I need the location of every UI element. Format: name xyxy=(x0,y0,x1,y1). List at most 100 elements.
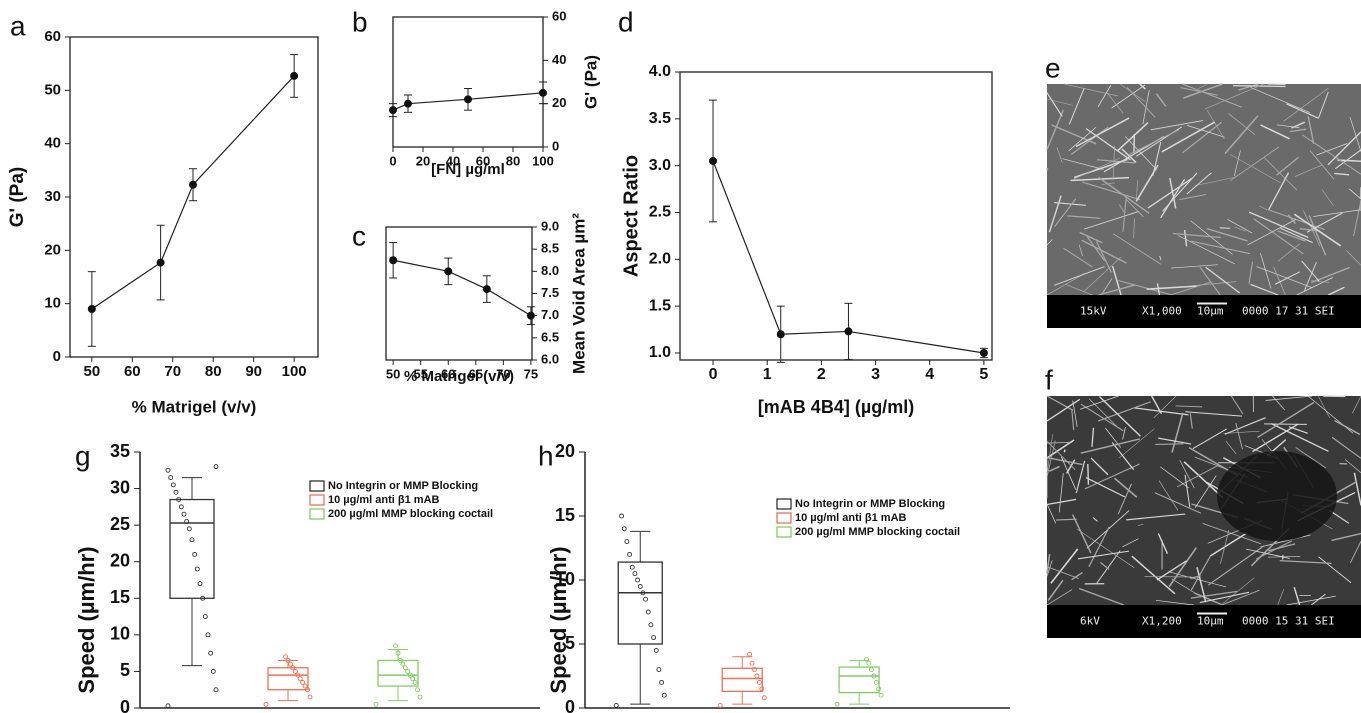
data-point xyxy=(208,650,214,656)
fiber xyxy=(1100,561,1110,571)
y-tick-label: 1.5 xyxy=(649,297,671,314)
data-point xyxy=(878,692,884,698)
legend-swatch xyxy=(309,508,325,520)
y-tick-label: 15 xyxy=(110,587,130,607)
fiber xyxy=(1125,198,1144,218)
fiber xyxy=(1078,244,1083,257)
data-point xyxy=(200,595,206,601)
fiber xyxy=(1088,398,1119,429)
y-tick-label: 3.0 xyxy=(649,157,671,174)
data-point xyxy=(176,497,182,502)
fiber xyxy=(1221,577,1255,605)
fiber xyxy=(1091,427,1095,447)
data-point xyxy=(624,539,630,545)
fiber xyxy=(1155,599,1194,606)
fiber xyxy=(1246,548,1290,559)
fiber xyxy=(1349,116,1361,152)
fiber xyxy=(1234,226,1246,232)
data-point xyxy=(189,537,195,543)
fiber xyxy=(1112,233,1162,265)
data-point xyxy=(539,88,547,97)
y-tick-label: 3.5 xyxy=(649,110,671,127)
fiber xyxy=(1155,443,1184,446)
x-tick-label: 100 xyxy=(532,153,554,168)
fiber xyxy=(1260,253,1272,289)
fiber xyxy=(1155,93,1167,107)
x-tick-label: 0 xyxy=(709,366,718,383)
fiber xyxy=(1092,517,1098,522)
y-axis-label: Speed (µm/hr) xyxy=(74,546,99,693)
x-tick-label: 100 xyxy=(282,363,307,380)
data-point xyxy=(297,676,303,682)
fiber xyxy=(1286,103,1319,119)
y-axis-label: G' (Pa) xyxy=(581,55,600,109)
fiber xyxy=(1183,461,1224,499)
y-tick-label: 40 xyxy=(552,52,566,67)
data-point xyxy=(405,668,411,674)
fiber xyxy=(1135,164,1159,202)
fiber xyxy=(1046,503,1057,524)
fiber xyxy=(1256,266,1313,289)
fiber xyxy=(1272,395,1286,411)
fiber xyxy=(1046,440,1056,478)
y-tick-label: 7.0 xyxy=(541,307,559,322)
x-tick-label: 55 xyxy=(413,366,427,381)
fiber xyxy=(1271,423,1329,452)
fiber xyxy=(1182,83,1243,108)
y-tick-label: 0 xyxy=(120,697,130,713)
fiber xyxy=(1190,590,1238,599)
data-point xyxy=(412,679,418,685)
data-point xyxy=(205,632,211,638)
data-point xyxy=(648,622,654,628)
fiber xyxy=(1083,210,1140,230)
x-tick-label: 60 xyxy=(441,366,455,381)
panel-label: g xyxy=(75,440,91,471)
fiber xyxy=(1265,395,1313,401)
legend-swatch xyxy=(776,526,792,538)
x-tick-label: 50 xyxy=(84,363,101,380)
x-tick-label: 50 xyxy=(386,366,400,381)
fiber xyxy=(1082,181,1141,201)
fiber xyxy=(1071,571,1083,581)
fiber xyxy=(1353,472,1361,506)
fiber xyxy=(1064,283,1093,296)
fiber xyxy=(1080,438,1140,454)
legend-swatch xyxy=(309,494,325,506)
fiber xyxy=(1171,412,1184,453)
fiber xyxy=(1345,250,1361,266)
data-point xyxy=(621,526,627,532)
fiber xyxy=(1146,285,1197,290)
data-point xyxy=(866,660,872,666)
data-point xyxy=(165,703,171,709)
fiber xyxy=(1122,197,1127,232)
y-axis-label: Aspect Ratio xyxy=(620,155,642,277)
fiber xyxy=(1186,172,1212,195)
fiber xyxy=(1171,578,1199,596)
fiber xyxy=(1150,120,1203,131)
legend-label: 10 µg/ml anti β1 mAB xyxy=(795,512,907,524)
y-tick-label: 5 xyxy=(565,633,575,653)
fiber xyxy=(1301,260,1320,282)
fiber xyxy=(1308,215,1327,256)
y-tick-label: 1.0 xyxy=(649,344,671,361)
data-point xyxy=(202,614,208,620)
data-point xyxy=(402,665,408,671)
fiber xyxy=(1118,204,1125,213)
fiber xyxy=(1046,272,1086,296)
y-axis-label: Speed (µm/hr) xyxy=(546,546,571,693)
data-point xyxy=(629,564,635,570)
box xyxy=(617,561,663,645)
fiber xyxy=(1046,395,1074,411)
data-point xyxy=(759,686,765,692)
fiber xyxy=(1068,126,1097,152)
data-point xyxy=(295,672,301,678)
fiber xyxy=(1224,417,1266,435)
fiber xyxy=(1080,403,1124,432)
fiber xyxy=(1260,124,1290,140)
fiber xyxy=(1299,227,1320,232)
fiber xyxy=(1294,164,1323,177)
fiber xyxy=(1172,232,1222,239)
fiber xyxy=(1072,400,1078,427)
data-point xyxy=(186,526,192,532)
fiber xyxy=(1078,587,1125,606)
